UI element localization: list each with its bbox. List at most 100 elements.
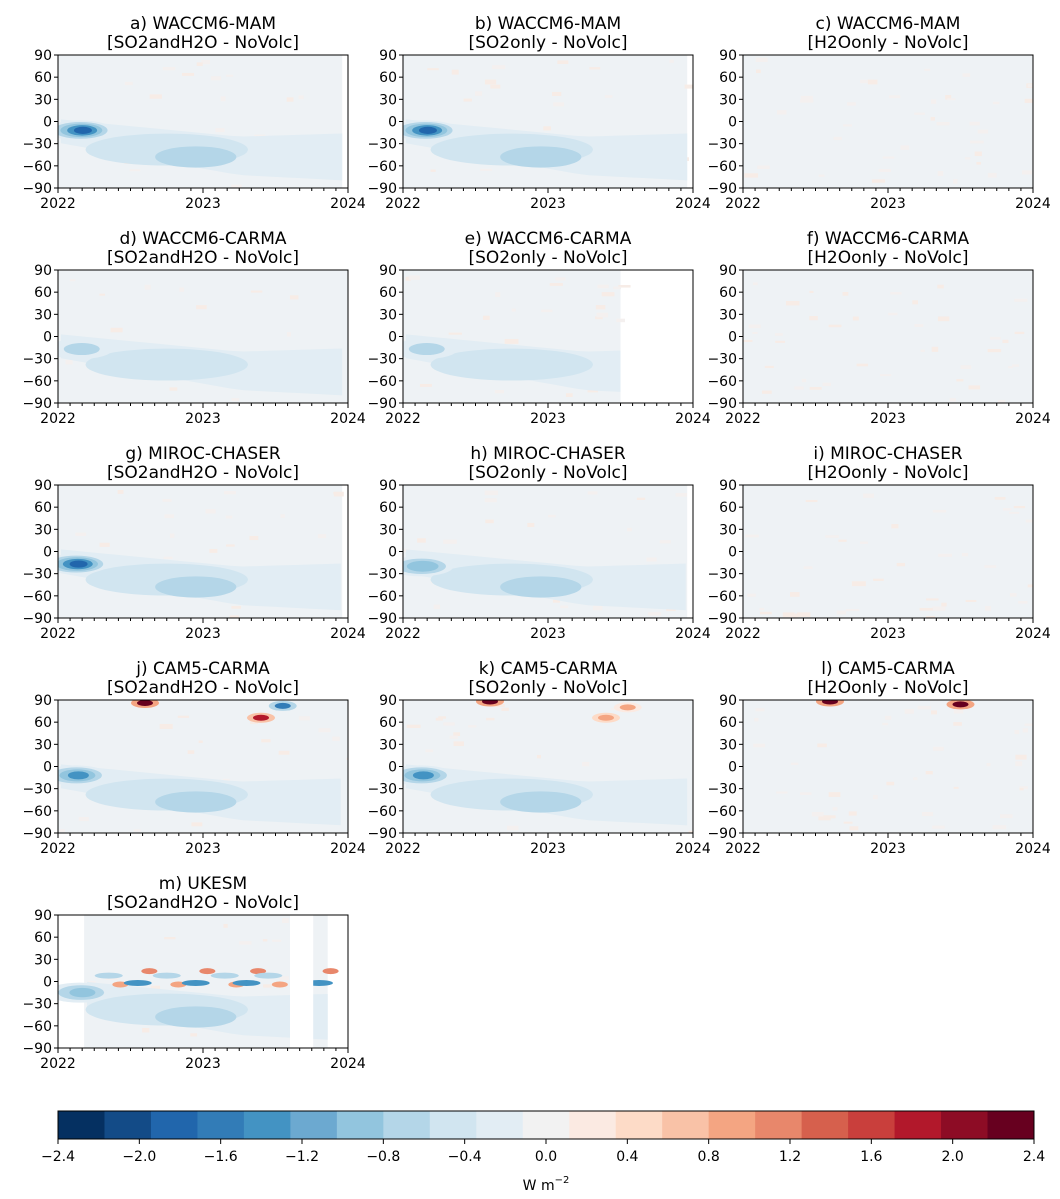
noise-cell — [956, 379, 964, 382]
noise-cell — [919, 607, 933, 611]
noise-cell — [279, 976, 289, 980]
noise-cell — [480, 168, 492, 171]
noise-cell — [592, 605, 603, 611]
noise-cell — [800, 95, 813, 100]
panel-subtitle: [SO2andH2O - NoVolc] — [107, 33, 299, 53]
noise-cell — [873, 578, 884, 581]
noise-cell — [589, 67, 601, 70]
noise-cell — [914, 112, 925, 115]
noise-cell — [229, 615, 240, 618]
noise-cell — [110, 327, 123, 333]
panel-subtitle: [SO2andH2O - NoVolc] — [107, 248, 299, 268]
noise-cell — [286, 332, 291, 337]
y-tick-label: 60 — [719, 285, 737, 301]
noise-cell — [932, 606, 946, 611]
noise-cell — [1003, 508, 1012, 511]
panel-k: k) CAM5-CARMA[SO2only - NoVolc] 90 60 30 0 −3… — [367, 659, 710, 857]
panel-h: h) MIROC-CHASER[SO2only - NoVolc] 90 60 30 0… — [367, 444, 710, 642]
noise-cell — [921, 811, 934, 817]
colorbar-cell — [383, 1111, 431, 1139]
colorbar-cells — [58, 1111, 1035, 1139]
plume-band-core — [500, 791, 582, 813]
noise-cell — [504, 338, 519, 344]
equatorial-anomaly — [199, 968, 216, 975]
noise-cell — [149, 94, 162, 99]
noise-cell — [482, 315, 490, 320]
x-tick-label: 2023 — [530, 841, 566, 857]
equatorial-anomaly — [123, 979, 152, 986]
noise-cell — [162, 499, 172, 502]
noise-cell — [205, 509, 216, 514]
noise-cell — [753, 743, 766, 748]
panel-c: c) WACCM6-MAM[H2Oonly - NoVolc] 90 60 30 0 −3… — [707, 14, 1050, 212]
noise-cell — [968, 385, 981, 390]
colorbar-cell — [429, 1111, 477, 1139]
x-tick-label: 2024 — [675, 411, 711, 427]
noise-cell — [164, 937, 176, 940]
noise-cell — [289, 295, 299, 300]
y-tick-label: 30 — [379, 522, 397, 538]
colorbar-tick-label: 2.4 — [1023, 1149, 1045, 1165]
plume-band-core — [155, 791, 237, 813]
noise-cell — [133, 829, 141, 832]
y-tick-label: 0 — [388, 330, 397, 346]
noise-cell — [964, 157, 971, 160]
noise-cell — [646, 557, 657, 562]
noise-cell — [249, 535, 259, 541]
noise-cell — [932, 509, 947, 513]
panel-title: k) CAM5-CARMA — [479, 659, 618, 679]
noise-cell — [1027, 584, 1033, 588]
noise-cell — [743, 339, 753, 342]
equatorial-anomaly — [232, 979, 261, 986]
noise-cell — [618, 285, 631, 288]
y-tick-label: 0 — [728, 545, 737, 561]
y-tick-label: −60 — [707, 159, 737, 175]
colorbar-unit-label: W m−2 — [523, 1175, 570, 1194]
noise-cell — [250, 290, 263, 293]
noise-cell — [231, 184, 242, 188]
polar-anomaly-core — [598, 714, 614, 721]
noise-cell — [448, 332, 462, 335]
equatorial-anomaly — [322, 968, 339, 975]
colorbar-ticks: −2.4 −2.0 −1.6 −1.2 −0.8 −0.4 0.0 0.4 0.8 1.2 1.6 2… — [41, 1139, 1045, 1165]
y-tick-label: 30 — [719, 737, 737, 753]
noise-cell — [433, 604, 441, 610]
noise-cell — [548, 514, 556, 518]
noise-cell — [169, 533, 175, 538]
plume-band-core — [155, 576, 237, 598]
panel-e: e) WACCM6-CARMA[SO2only - NoVolc] 90 60 30 0… — [367, 229, 710, 427]
y-tick-label: 90 — [379, 263, 397, 279]
noise-cell — [965, 599, 977, 603]
noise-cell — [405, 276, 411, 281]
x-tick-label: 2024 — [330, 411, 366, 427]
x-tick-label: 2023 — [185, 196, 221, 212]
noise-cell — [560, 605, 569, 609]
panel-subtitle: [H2Oonly - NoVolc] — [807, 463, 968, 483]
heatmap-field — [743, 700, 1033, 833]
heatmap-field — [58, 270, 348, 403]
noise-cell — [129, 169, 141, 172]
noise-cell — [953, 786, 959, 789]
noise-cell — [785, 300, 800, 306]
y-tick-label: 90 — [719, 48, 737, 64]
noise-cell — [453, 741, 464, 747]
peak-contour — [418, 126, 437, 134]
noise-cell — [891, 524, 899, 529]
noise-cell — [782, 612, 795, 618]
heatmap-field — [58, 700, 348, 833]
y-tick-label: −60 — [22, 374, 52, 390]
y-tick-label: −60 — [367, 589, 397, 605]
noise-cell — [595, 305, 606, 310]
noise-cell — [196, 305, 207, 310]
y-tick-label: −60 — [367, 159, 397, 175]
y-tick-label: 30 — [34, 952, 52, 968]
noise-cell — [761, 390, 772, 394]
noise-cell — [75, 532, 87, 536]
x-tick-label: 2024 — [330, 1056, 366, 1072]
noise-cell — [1013, 505, 1026, 509]
y-tick-label: 30 — [379, 737, 397, 753]
noise-cell — [843, 124, 852, 127]
noise-cell — [198, 740, 203, 743]
noise-cell — [999, 814, 1013, 819]
noise-cell — [962, 73, 971, 77]
